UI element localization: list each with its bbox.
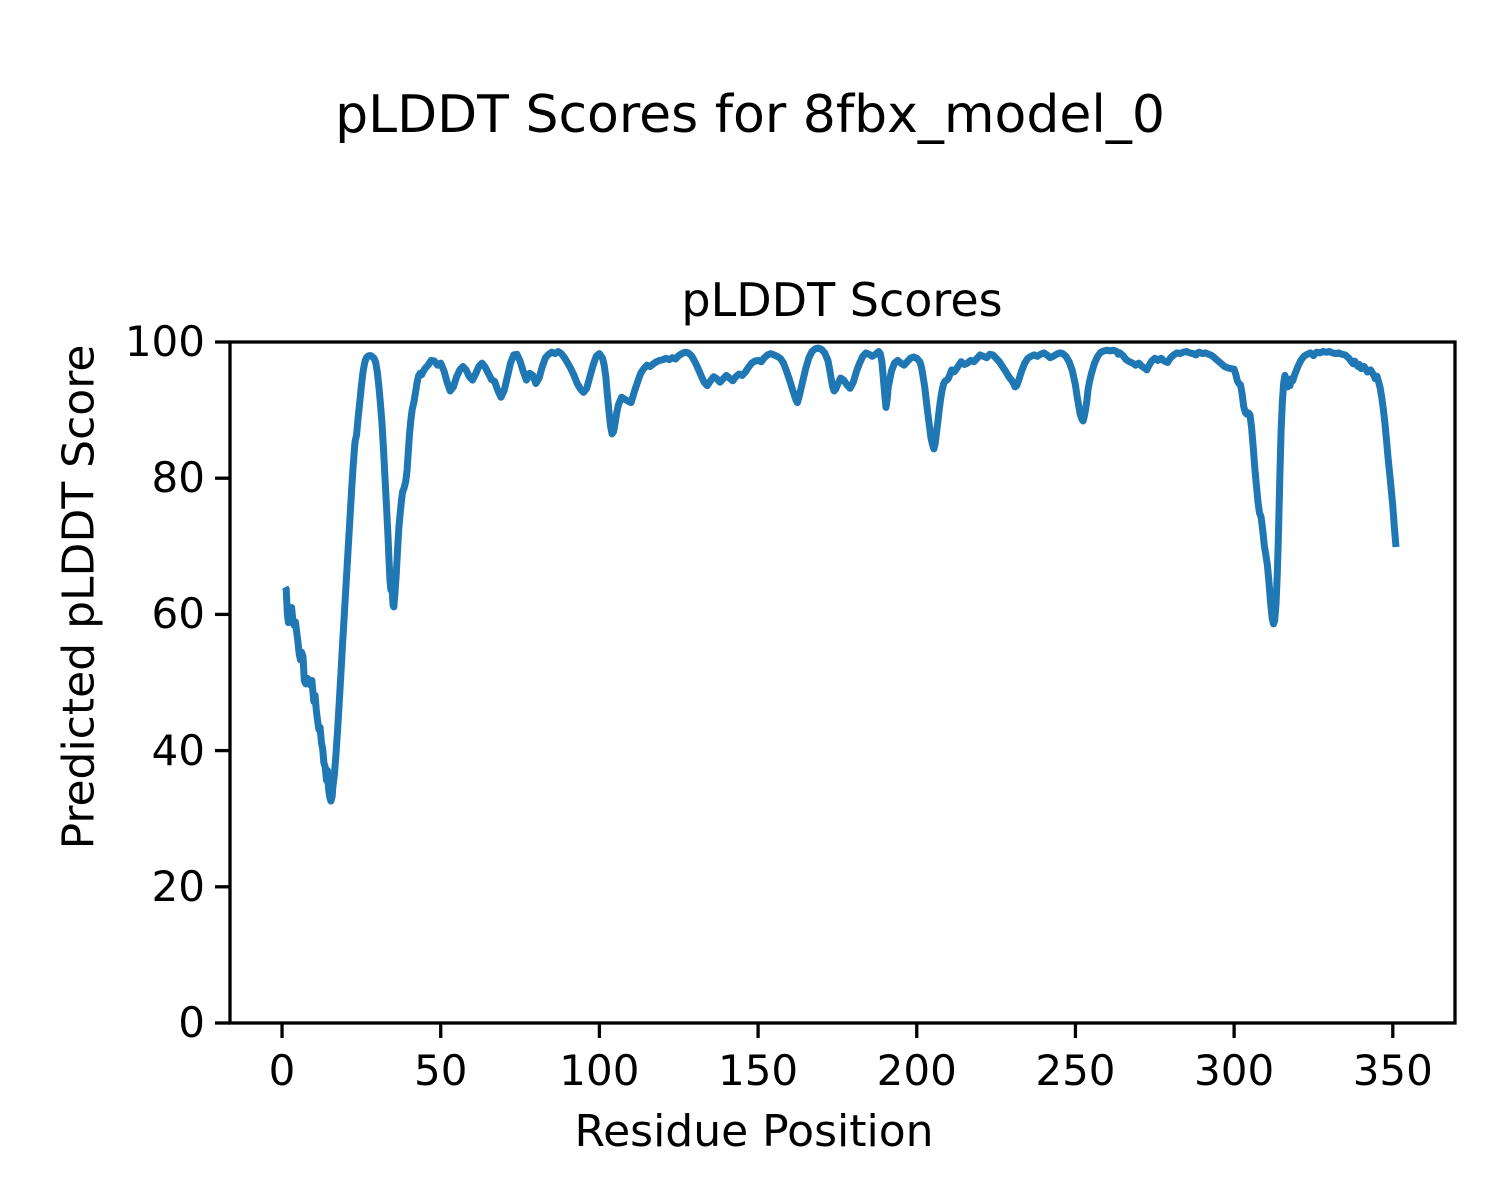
x-tick-label: 100 — [559, 1046, 640, 1095]
x-tick-label: 150 — [717, 1046, 799, 1095]
y-tick-label: 0 — [178, 998, 205, 1047]
y-axis-label: Predicted pLDDT Score — [53, 344, 105, 850]
y-tick-label: 40 — [151, 725, 205, 775]
axes-spines — [228, 340, 1457, 1025]
x-tick-label: 200 — [876, 1046, 957, 1095]
x-axis-label: Residue Position — [574, 1106, 934, 1157]
figure-title: pLDDT Scores for 8fbx_model_0 — [335, 85, 1165, 145]
x-tick-label: 50 — [413, 1046, 468, 1095]
x-tick-label: 250 — [1035, 1046, 1116, 1095]
y-tick-label: 100 — [124, 317, 205, 366]
x-tick-label: 0 — [268, 1046, 296, 1095]
plddt-line — [282, 344, 1400, 805]
plot-area — [215, 340, 1457, 1038]
y-tick-label: 20 — [151, 861, 205, 911]
x-tick-label: 350 — [1352, 1046, 1433, 1095]
axes-title: pLDDT Scores — [681, 273, 1003, 327]
y-tick-label: 60 — [151, 589, 205, 639]
x-tick-label: 300 — [1194, 1046, 1275, 1095]
y-tick-label: 80 — [151, 453, 205, 503]
